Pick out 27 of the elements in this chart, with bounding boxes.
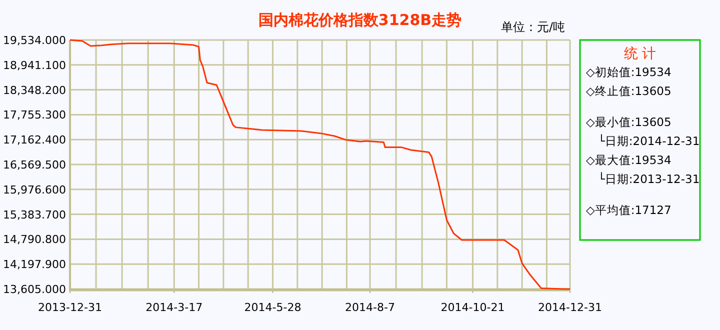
- xtick: 2014-12-31: [538, 301, 602, 314]
- ytick: 17,162.400: [3, 134, 66, 147]
- xtick: 2014-10-21: [440, 301, 505, 314]
- ylabel: 单位：元/吨: [500, 20, 565, 34]
- stats-line: ◇终止值:13605: [586, 84, 672, 98]
- stats-line: ◇最大值:19534: [586, 153, 672, 167]
- ytick: 15,383.700: [3, 208, 66, 222]
- stats-line: └日期:2014-12-31: [598, 134, 700, 148]
- stats-line: └日期:2013-12-31: [598, 172, 700, 186]
- ytick: 16,569.500: [3, 158, 66, 172]
- xtick: 2014-3-17: [146, 301, 203, 314]
- stats-line: ◇初始值:19534: [586, 65, 672, 79]
- stats-line: ◇平均值:17127: [586, 203, 672, 217]
- ytick: 13,605.000: [3, 283, 66, 296]
- xtick: 2014-5-28: [244, 301, 302, 314]
- xtick: 2014-8-7: [345, 301, 395, 314]
- ytick: 19,534.000: [3, 34, 66, 47]
- stats-title: 统 计: [624, 46, 656, 62]
- xtick: 2013-12-31: [38, 301, 102, 314]
- ytick: 14,197.900: [3, 258, 66, 272]
- ytick: 17,755.300: [3, 108, 66, 122]
- ytick: 18,941.100: [3, 58, 66, 72]
- title: 国内棉花价格指数3128B走势: [258, 11, 462, 29]
- ytick: 18,348.200: [3, 84, 66, 97]
- ytick: 15,976.600: [3, 183, 66, 196]
- ytick: 14,790.800: [3, 233, 66, 246]
- stats-line: ◇最小值:13605: [586, 115, 672, 129]
